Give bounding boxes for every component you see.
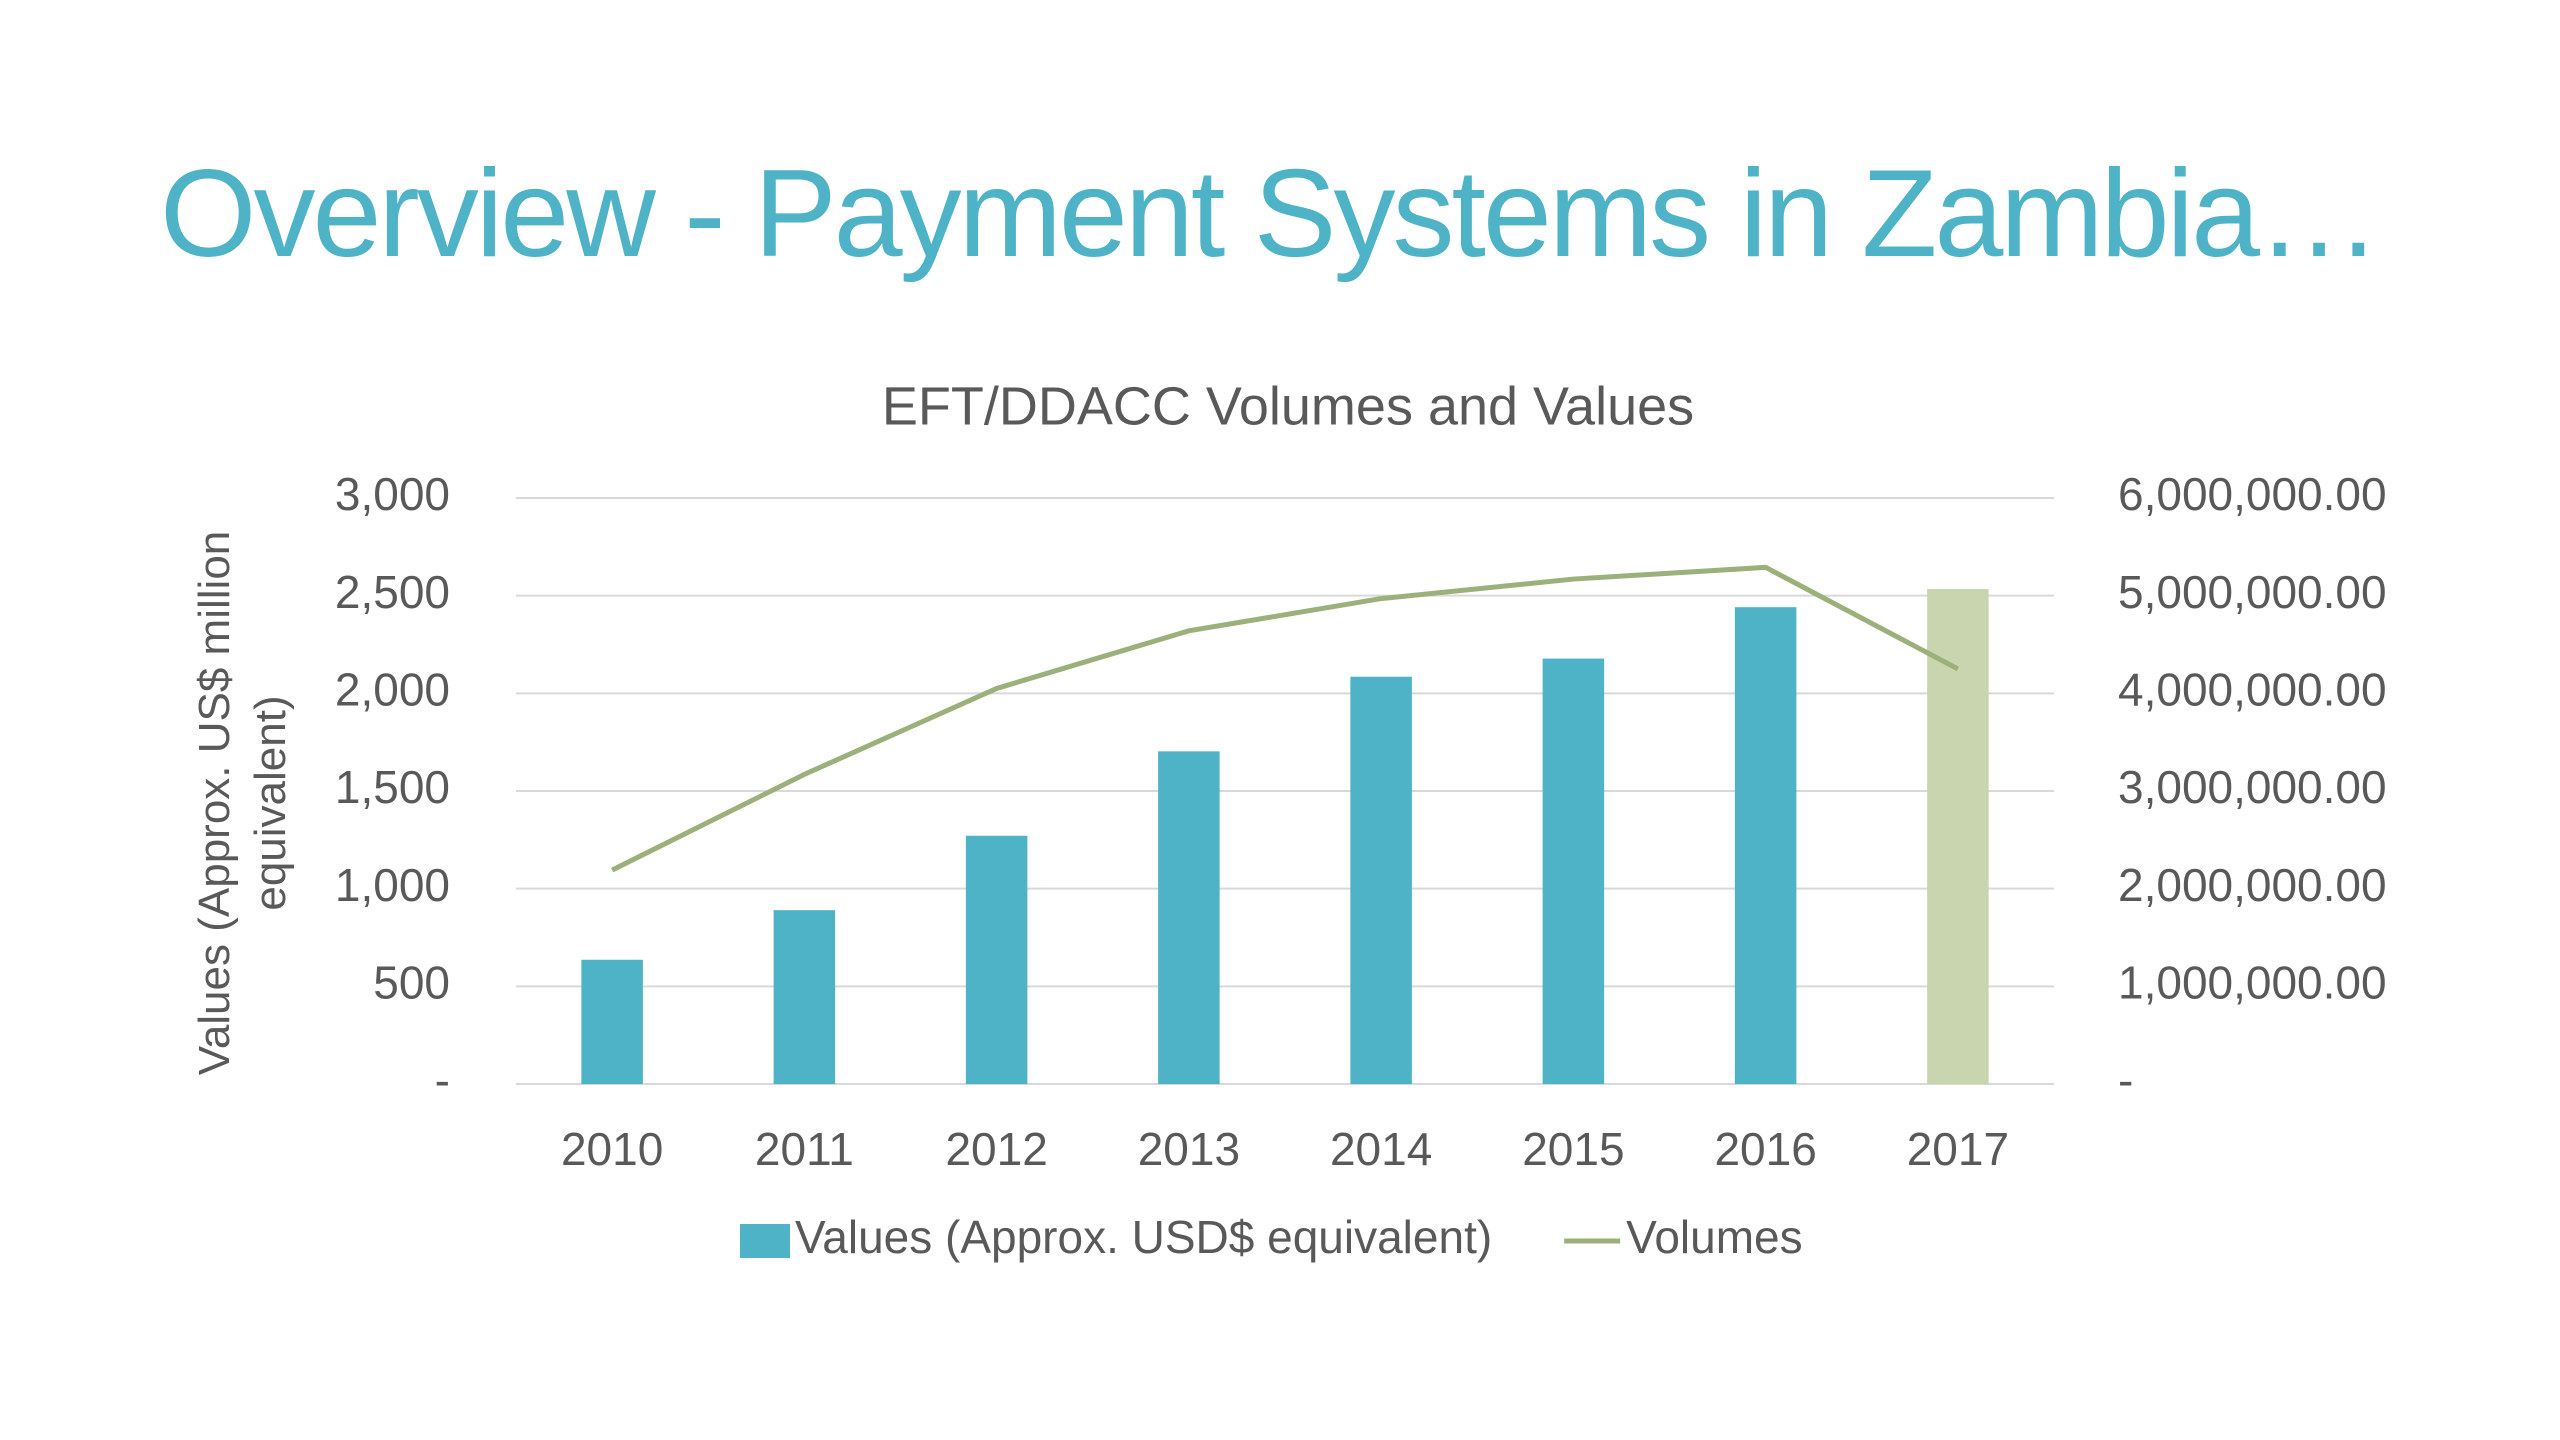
x-tick-label: 2013 — [1138, 1123, 1240, 1175]
slide-title: Overview - Payment Systems in Zambia… — [160, 145, 2378, 283]
x-tick-label: 2014 — [1330, 1123, 1432, 1175]
bar — [965, 835, 1028, 1084]
y2-tick-label: 5,000,000.00 — [2118, 566, 2387, 618]
y2-tick-label: 6,000,000.00 — [2118, 468, 2387, 520]
bar — [1350, 676, 1412, 1084]
legend-label: Volumes — [1626, 1211, 1802, 1263]
y-tick-label: 1,500 — [335, 761, 450, 813]
y-tick-label: 2,500 — [335, 566, 450, 618]
bar — [581, 959, 643, 1084]
x-tick-label: 2015 — [1522, 1123, 1624, 1175]
y2-tick-label: 3,000,000.00 — [2118, 761, 2387, 813]
y-tick-label: 1,000 — [335, 859, 450, 911]
y2-tick-label: 1,000,000.00 — [2118, 956, 2387, 1008]
legend-label: Values (Approx. USD$ equivalent) — [795, 1211, 1492, 1263]
y-tick-label: 3,000 — [335, 468, 450, 520]
y-tick-label: 500 — [373, 956, 450, 1008]
y2-tick-label: 2,000,000.00 — [2118, 859, 2387, 911]
y2-tick-label: - — [2118, 1054, 2133, 1106]
x-tick-label: 2011 — [755, 1123, 854, 1175]
y-tick-label: - — [435, 1054, 450, 1106]
legend-swatch — [740, 1224, 790, 1258]
y-axis-title: Values (Approx. US$ million equivalent) — [190, 530, 295, 1076]
bar — [1542, 658, 1605, 1084]
bar — [1927, 589, 1989, 1084]
bar — [1158, 751, 1220, 1084]
x-tick-label: 2010 — [561, 1123, 663, 1175]
x-tick-label: 2012 — [945, 1123, 1047, 1175]
x-tick-label: 2016 — [1714, 1123, 1816, 1175]
bar — [1734, 607, 1797, 1084]
x-tick-label: 2017 — [1907, 1123, 2009, 1175]
bar — [773, 910, 836, 1084]
y2-tick-label: 4,000,000.00 — [2118, 663, 2387, 715]
y-tick-label: 2,000 — [335, 663, 450, 715]
chart-title: EFT/DDACC Volumes and Values — [882, 376, 1694, 436]
line — [611, 564, 1960, 873]
